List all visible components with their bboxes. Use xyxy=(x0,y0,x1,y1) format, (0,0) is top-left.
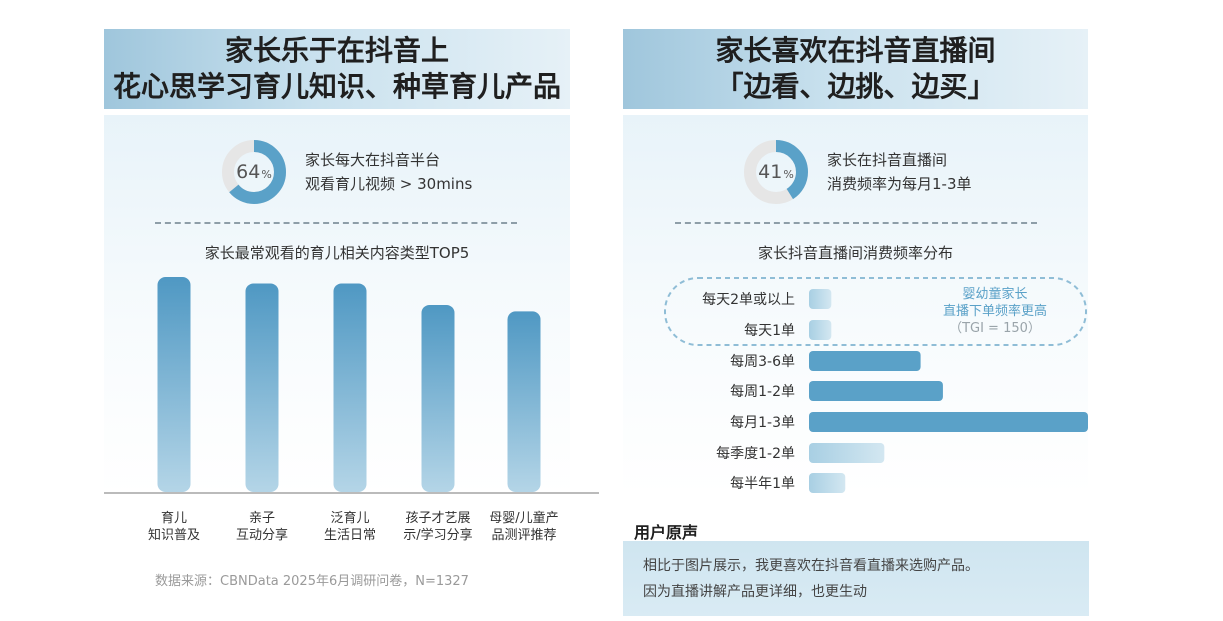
y-tick-label-2: 每周3-6单 xyxy=(730,354,795,370)
right-title-banner: 家长喜欢在抖音直播间 「边看、边挑、边买」 xyxy=(623,29,1088,109)
left-stat-line1: 家长每大在抖音半台 xyxy=(305,151,441,169)
right-title-line1: 家长喜欢在抖音直播间 xyxy=(715,34,996,67)
left-donut-arc xyxy=(222,140,286,204)
voice-line2: 因为直播讲解产品更详细，也更生动 xyxy=(643,584,867,600)
y-tick-label-6: 每半年1单 xyxy=(730,476,795,492)
bar-2 xyxy=(333,283,367,492)
left-title-line1: 家长乐于在抖音上 xyxy=(224,34,449,67)
voice-box: 相比于图片展示，我更喜欢在抖音看直播来选购产品。 因为直播讲解产品更详细，也更生… xyxy=(623,541,1089,616)
voice-header: 用户原声 xyxy=(634,523,699,542)
hbar-1 xyxy=(809,320,832,340)
bar-1 xyxy=(245,283,279,492)
hbar-5 xyxy=(809,443,885,463)
left-donut-percent: 64 xyxy=(236,161,261,183)
left-chart-title: 家长最常观看的育儿相关内容类型TOP5 xyxy=(204,244,470,262)
y-tick-label-5: 每季度1-2单 xyxy=(716,446,795,462)
callout-text: 婴幼童家长 直播下单频率更高 （TGI = 150） xyxy=(925,286,1065,337)
right-donut-arc xyxy=(744,140,808,204)
left-donut-unit: % xyxy=(261,168,272,181)
right-donut-chart xyxy=(744,140,808,204)
y-tick-label-3: 每周1-2单 xyxy=(730,384,795,400)
left-donut-chart xyxy=(222,140,286,204)
bar-0 xyxy=(157,277,191,492)
y-tick-label-1: 每天1单 xyxy=(744,323,795,339)
hbar-0 xyxy=(809,289,832,309)
right-donut: 41% xyxy=(741,137,811,207)
x-tick-label-1: 亲子 互动分享 xyxy=(235,511,288,543)
left-bar-chart xyxy=(104,277,599,494)
left-title-banner: 家长乐于在抖音上 花心思学习育儿知识、种草育儿产品 xyxy=(104,29,570,109)
y-tick-label-0: 每天2单或以上 xyxy=(702,292,795,308)
right-chart-title: 家长抖音直播间消费频率分布 xyxy=(757,244,953,262)
left-title-line2: 花心思学习育儿知识、种草育儿产品 xyxy=(112,70,561,103)
hbar-6 xyxy=(809,473,846,493)
bar-4 xyxy=(507,311,541,492)
left-donut: 64% xyxy=(219,137,289,207)
left-divider xyxy=(155,222,517,224)
bar-3 xyxy=(421,304,455,492)
left-stat-line2: 观看育儿视频 > 30mins xyxy=(305,175,473,193)
right-donut-unit: % xyxy=(783,168,794,181)
right-bar-chart xyxy=(809,289,1088,493)
right-stat-line2: 消费频率为每月1-3单 xyxy=(827,175,972,193)
right-stat-line1: 家长在抖音直播间 xyxy=(827,151,948,169)
right-title-line2: 「边看、边挑、边买」 xyxy=(715,70,996,103)
voice-line1: 相比于图片展示，我更喜欢在抖音看直播来选购产品。 xyxy=(643,558,979,574)
x-tick-label-4: 母婴/儿童产 品测评推荐 xyxy=(489,511,559,543)
right-donut-label: 41% xyxy=(741,137,811,207)
right-divider xyxy=(675,222,1037,224)
hbar-2 xyxy=(809,351,921,371)
y-tick-label-4: 每月1-3单 xyxy=(730,415,795,431)
left-stat: 家长每大在抖音半台 观看育儿视频 > 30mins xyxy=(305,148,472,196)
right-donut-percent: 41 xyxy=(758,161,783,183)
left-donut-label: 64% xyxy=(219,137,289,207)
right-stat: 家长在抖音直播间 消费频率为每月1-3单 xyxy=(827,148,972,196)
callout-line2: 直播下单频率更高 xyxy=(942,304,1047,319)
callout-line3: （TGI = 150） xyxy=(949,321,1041,336)
x-tick-label-3: 孩子才艺展 示/学习分享 xyxy=(403,511,473,543)
hbar-3 xyxy=(809,381,943,401)
hbar-4 xyxy=(809,412,1088,432)
x-tick-label-0: 育儿 知识普及 xyxy=(147,511,200,543)
left-source-note: 数据来源：CBNData 2025年6月调研问卷，N=1327 xyxy=(155,574,469,589)
x-tick-label-2: 泛育儿 生活日常 xyxy=(323,511,376,543)
callout-line1: 婴幼童家长 xyxy=(962,287,1028,302)
callout-outline xyxy=(664,277,1087,346)
